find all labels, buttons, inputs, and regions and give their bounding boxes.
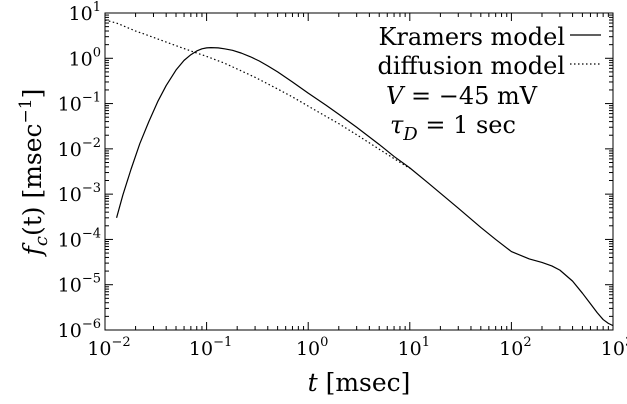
y-tick-label-exponent: −6 xyxy=(82,317,101,332)
y-tick-label-exponent: 0 xyxy=(93,45,101,60)
annotation-voltage-value: = −45 mV xyxy=(403,82,537,110)
x-tick-label-base: 10 xyxy=(189,338,213,360)
x-tick-label-exponent: 0 xyxy=(320,335,328,350)
y-tick-label-base: 10 xyxy=(69,3,93,25)
y-tick-label-base: 10 xyxy=(58,184,82,206)
x-tick-label-base: 10 xyxy=(601,338,625,360)
x-tick-label: 10−1 xyxy=(189,335,232,360)
y-tick-label-base: 10 xyxy=(58,320,82,342)
x-axis-title: t [msec] xyxy=(308,368,411,397)
y-tick-label-base: 10 xyxy=(69,48,93,70)
y-axis-unit-close: ] xyxy=(18,89,47,99)
x-tick-label-base: 10 xyxy=(296,338,320,360)
tick-labels: 10−210−110010110210310−610−510−410−310−2… xyxy=(58,0,627,360)
x-tick-label-exponent: 3 xyxy=(625,335,627,350)
x-tick-label: 103 xyxy=(601,335,627,360)
x-tick-label-base: 10 xyxy=(398,338,422,360)
annotation-voltage-var: V xyxy=(386,82,406,110)
y-tick-label-base: 10 xyxy=(58,139,82,161)
x-tick-label-exponent: 1 xyxy=(422,335,430,350)
plot-area xyxy=(104,19,614,327)
y-tick-label-exponent: −3 xyxy=(82,181,101,196)
annotation-tau-var: τ xyxy=(390,111,404,139)
y-axis-unit-sup: −1 xyxy=(16,98,36,123)
y-tick-label-base: 10 xyxy=(58,94,82,116)
series-line-kramers xyxy=(116,47,614,327)
series-line-diffusion xyxy=(104,19,411,169)
y-axis-arg: (t) xyxy=(18,206,47,236)
y-tick-label-exponent: −5 xyxy=(82,272,101,287)
x-tick-label: 100 xyxy=(296,335,328,360)
plot-frame xyxy=(104,12,614,331)
y-tick-label: 10−1 xyxy=(58,91,101,116)
legend: Kramers model diffusion model xyxy=(377,23,601,80)
y-tick-label-exponent: 1 xyxy=(93,0,101,15)
y-tick-label-exponent: −4 xyxy=(82,226,101,241)
annotation-tau-value: = 1 sec xyxy=(418,111,516,139)
y-tick-label: 10−2 xyxy=(58,136,101,161)
y-tick-label: 10−3 xyxy=(58,181,101,206)
y-tick-label-exponent: −2 xyxy=(82,136,101,151)
x-tick-label: 102 xyxy=(499,335,531,360)
x-tick-label-exponent: −2 xyxy=(112,335,131,350)
x-tick-label-exponent: −1 xyxy=(213,335,232,350)
x-tick-label-base: 10 xyxy=(87,338,111,360)
y-tick-label-base: 10 xyxy=(58,275,82,297)
x-tick-label-exponent: 2 xyxy=(523,335,531,350)
y-axis-title: fc(t) [msec−1] xyxy=(16,89,52,258)
y-axis-func: f xyxy=(18,242,47,257)
x-axis-var: t xyxy=(308,368,319,397)
y-axis-sub: c xyxy=(31,236,52,246)
y-axis-unit-open: [msec xyxy=(18,123,47,206)
x-tick-label: 10−2 xyxy=(87,335,130,360)
x-tick-label-base: 10 xyxy=(499,338,523,360)
legend-label-kramers: Kramers model xyxy=(378,23,565,51)
y-tick-label-base: 10 xyxy=(58,229,82,251)
y-tick-label: 10−6 xyxy=(58,317,101,342)
tick-marks xyxy=(104,12,614,331)
annotation-voltage: V = −45 mV xyxy=(386,82,538,110)
y-tick-label: 10−5 xyxy=(58,272,101,297)
annotation-tau: τD = 1 sec xyxy=(390,111,516,145)
y-tick-label-exponent: −1 xyxy=(82,91,101,106)
x-axis-unit: [msec] xyxy=(318,368,411,397)
y-tick-label: 10−4 xyxy=(58,226,101,251)
legend-label-diffusion: diffusion model xyxy=(377,52,565,80)
y-tick-label: 100 xyxy=(69,45,101,70)
annotation-tau-sub: D xyxy=(402,124,418,145)
x-tick-label: 101 xyxy=(398,335,430,360)
y-tick-label: 101 xyxy=(69,0,101,25)
